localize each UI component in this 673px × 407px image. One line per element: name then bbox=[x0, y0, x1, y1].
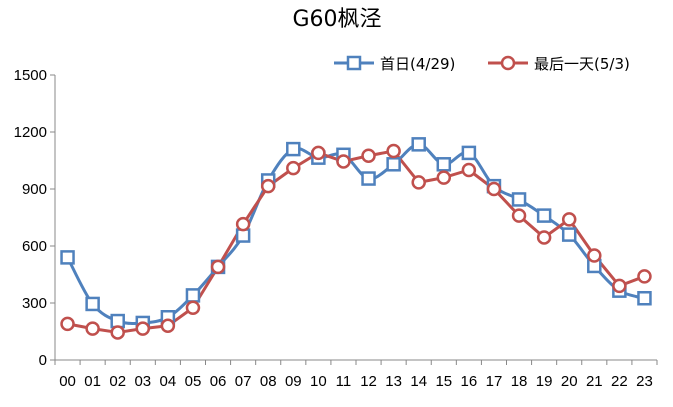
series-2-point bbox=[561, 212, 577, 227]
series-2-point bbox=[311, 145, 326, 161]
series-1-point bbox=[361, 171, 376, 186]
series-2-point bbox=[361, 148, 376, 163]
legend-item-series-2: 最后一天(5/3) bbox=[488, 55, 630, 73]
x-tick-label: 10 bbox=[310, 373, 327, 390]
series-2-point bbox=[235, 216, 251, 232]
series-2-point bbox=[110, 325, 125, 340]
series-2-point bbox=[461, 162, 477, 178]
x-tick-label: 20 bbox=[561, 373, 578, 390]
legend-label-series-1: 首日(4/29) bbox=[380, 55, 455, 73]
x-tick-label: 07 bbox=[235, 373, 252, 390]
series-2-point bbox=[85, 321, 100, 336]
series-2-point bbox=[336, 154, 351, 169]
series-1-point bbox=[561, 227, 577, 242]
series-2-point bbox=[587, 248, 602, 263]
chart-title: G60枫泾 bbox=[292, 7, 381, 32]
x-tick-label: 22 bbox=[611, 373, 628, 390]
x-tick-label: 09 bbox=[285, 373, 302, 390]
series-2-point bbox=[286, 160, 301, 176]
series-1-point bbox=[286, 141, 301, 157]
x-tick-label: 15 bbox=[435, 373, 452, 390]
y-tick-label: 0 bbox=[39, 352, 47, 369]
legend-label-series-2: 最后一天(5/3) bbox=[534, 55, 630, 73]
series-1-point bbox=[511, 192, 527, 207]
y-tick-label: 300 bbox=[22, 295, 47, 312]
x-tick-label: 08 bbox=[260, 373, 277, 390]
y-tick-label: 1500 bbox=[14, 67, 47, 84]
series-2-point bbox=[486, 181, 502, 197]
series-line-1 bbox=[66, 142, 645, 325]
series-2-point bbox=[260, 178, 276, 194]
legend: 首日(4/29) 最后一天(5/3) bbox=[334, 55, 630, 73]
x-tick-label: 00 bbox=[59, 373, 76, 390]
series-2-point bbox=[612, 278, 627, 294]
y-tick-label: 900 bbox=[22, 181, 47, 198]
x-tick-label: 01 bbox=[84, 373, 101, 390]
series-1-point bbox=[637, 291, 652, 306]
series-2-point bbox=[185, 300, 201, 315]
series-line-2 bbox=[67, 149, 645, 334]
series-1-point bbox=[461, 145, 477, 161]
x-tick-label: 05 bbox=[185, 373, 202, 390]
series-1-point bbox=[85, 296, 100, 312]
series-1-point bbox=[386, 157, 401, 172]
series-1-point bbox=[536, 208, 552, 223]
series-2-point bbox=[511, 208, 527, 223]
x-axis-ticks: 00 01 02 03 04 05 06 07 08 09 10 11 12 13 14 15 16 17 18 19… bbox=[54, 360, 658, 390]
series-2-point bbox=[386, 143, 401, 159]
series-1-point bbox=[436, 157, 452, 172]
x-tick-label: 03 bbox=[134, 373, 151, 390]
series-2-point bbox=[637, 269, 652, 284]
y-tick-label: 1200 bbox=[14, 124, 47, 141]
legend-item-series-1: 首日(4/29) bbox=[334, 55, 455, 73]
series-2-point bbox=[411, 175, 426, 190]
x-tick-label: 12 bbox=[360, 373, 377, 390]
x-tick-label: 19 bbox=[536, 373, 553, 390]
series-2-point bbox=[135, 321, 151, 336]
x-tick-label: 11 bbox=[336, 373, 352, 390]
series-layer bbox=[60, 137, 652, 340]
x-tick-label: 06 bbox=[210, 373, 227, 390]
x-tick-label: 04 bbox=[160, 373, 177, 390]
x-tick-label: 17 bbox=[486, 373, 503, 390]
series-2-point bbox=[210, 259, 226, 275]
x-tick-label: 18 bbox=[511, 373, 528, 390]
x-tick-label: 14 bbox=[410, 373, 427, 390]
x-tick-label: 23 bbox=[636, 373, 653, 390]
x-tick-label: 21 bbox=[586, 373, 603, 390]
series-2-point bbox=[160, 318, 176, 334]
y-axis-ticks: 0 300 600 900 1200 1500 bbox=[14, 67, 55, 369]
x-tick-label: 02 bbox=[109, 373, 126, 390]
series-2-point bbox=[536, 230, 552, 245]
series-2-point bbox=[436, 170, 452, 185]
series-2-point bbox=[60, 316, 75, 332]
series-1-point bbox=[411, 137, 426, 152]
series-1-point bbox=[185, 288, 201, 303]
x-tick-label: 16 bbox=[461, 373, 478, 390]
y-tick-label: 600 bbox=[22, 238, 47, 255]
x-tick-label: 13 bbox=[385, 373, 402, 390]
series-1-point bbox=[60, 250, 75, 265]
